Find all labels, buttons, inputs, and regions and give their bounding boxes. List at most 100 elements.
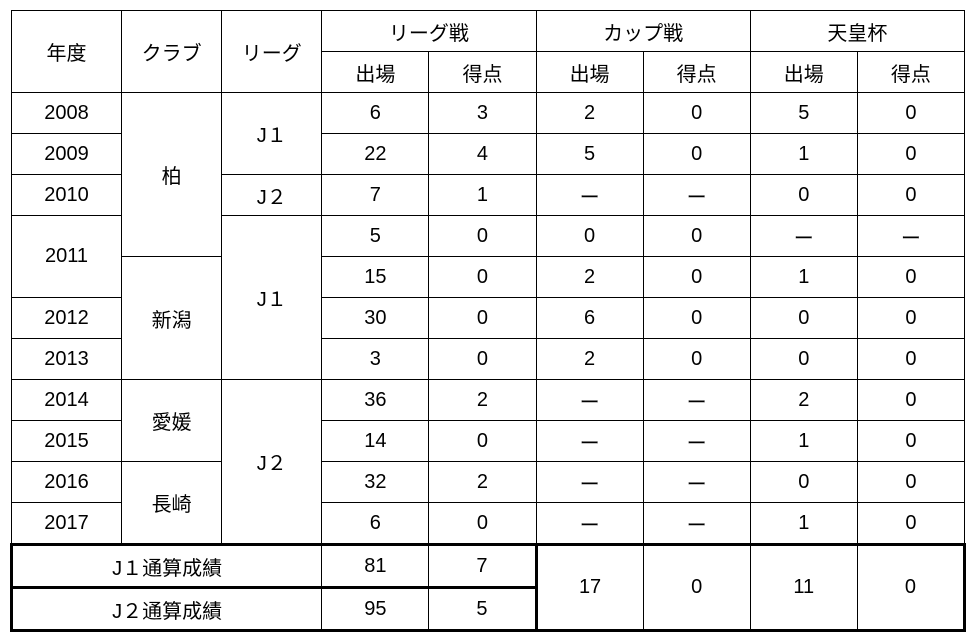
- cell-cup-apps: ー: [536, 503, 643, 545]
- cell-year: 2008: [12, 93, 122, 134]
- cell-league-goals: 4: [429, 134, 536, 175]
- cell-emp-apps: 2: [750, 380, 857, 421]
- cell-emp-apps: 1: [750, 421, 857, 462]
- cell-league-goals: 0: [429, 339, 536, 380]
- cell-total-emp-goals: 0: [857, 545, 964, 631]
- cell-cup-goals: 0: [643, 134, 750, 175]
- cell-league: J２: [222, 380, 322, 545]
- header-group-emperor: 天皇杯: [750, 11, 964, 52]
- table-row: 2016 長崎 32 2 ー ー 0 0: [12, 462, 965, 503]
- cell-league-goals: 0: [429, 503, 536, 545]
- header-year: 年度: [12, 11, 122, 93]
- header-cup-apps: 出場: [536, 52, 643, 93]
- cell-league: J１: [222, 93, 322, 175]
- cell-cup-apps: 0: [536, 216, 643, 257]
- cell-club: 新潟: [122, 257, 222, 380]
- cell-league-apps: 5: [322, 216, 429, 257]
- cell-league-goals: 1: [429, 175, 536, 216]
- cell-emp-apps: 0: [750, 462, 857, 503]
- cell-league-goals: 2: [429, 380, 536, 421]
- cell-league-apps: 30: [322, 298, 429, 339]
- cell-emp-goals: 0: [857, 175, 964, 216]
- header-league-goals: 得点: [429, 52, 536, 93]
- cell-year: 2016: [12, 462, 122, 503]
- cell-league-goals: 0: [429, 298, 536, 339]
- cell-total-league-apps: 81: [322, 545, 429, 588]
- cell-cup-goals: 0: [643, 93, 750, 134]
- cell-league-apps: 7: [322, 175, 429, 216]
- cell-cup-goals: ー: [643, 462, 750, 503]
- cell-cup-apps: 2: [536, 257, 643, 298]
- table-row: 2008 柏 J１ 6 3 2 0 5 0: [12, 93, 965, 134]
- cell-league-apps: 3: [322, 339, 429, 380]
- cell-year: 2009: [12, 134, 122, 175]
- cell-emp-apps: 0: [750, 175, 857, 216]
- cell-emp-goals: 0: [857, 503, 964, 545]
- cell-league-goals: 3: [429, 93, 536, 134]
- cell-emp-goals: 0: [857, 93, 964, 134]
- cell-club: 長崎: [122, 462, 222, 545]
- cell-emp-apps: 1: [750, 503, 857, 545]
- cell-emp-goals: 0: [857, 298, 964, 339]
- cell-year: 2011: [12, 216, 122, 298]
- cell-emp-apps: 5: [750, 93, 857, 134]
- cell-club: 愛媛: [122, 380, 222, 462]
- cell-emp-apps: 1: [750, 134, 857, 175]
- cell-year: 2014: [12, 380, 122, 421]
- cell-emp-apps: ー: [750, 216, 857, 257]
- cell-emp-goals: ー: [857, 216, 964, 257]
- cell-cup-apps: 6: [536, 298, 643, 339]
- cell-emp-goals: 0: [857, 134, 964, 175]
- cell-emp-goals: 0: [857, 257, 964, 298]
- cell-club: 柏: [122, 93, 222, 257]
- cell-league-apps: 6: [322, 503, 429, 545]
- cell-total-league-goals: 7: [429, 545, 536, 588]
- cell-league-apps: 22: [322, 134, 429, 175]
- cell-cup-goals: ー: [643, 503, 750, 545]
- cell-year: 2010: [12, 175, 122, 216]
- header-group-league: リーグ戦: [322, 11, 536, 52]
- cell-league-goals: 0: [429, 216, 536, 257]
- cell-emp-goals: 0: [857, 380, 964, 421]
- header-row-1: 年度 クラブ リーグ リーグ戦 カップ戦 天皇杯: [12, 11, 965, 52]
- cell-cup-apps: ー: [536, 462, 643, 503]
- cell-cup-goals: ー: [643, 380, 750, 421]
- cell-total-cup-apps: 17: [536, 545, 643, 631]
- cell-total-label: J２通算成績: [12, 588, 322, 631]
- cell-league-apps: 14: [322, 421, 429, 462]
- cell-year: 2012: [12, 298, 122, 339]
- cell-cup-apps: ー: [536, 175, 643, 216]
- cell-cup-apps: 2: [536, 93, 643, 134]
- header-league-apps: 出場: [322, 52, 429, 93]
- cell-emp-goals: 0: [857, 462, 964, 503]
- cell-emp-apps: 0: [750, 339, 857, 380]
- stats-table: 年度 クラブ リーグ リーグ戦 カップ戦 天皇杯 出場 得点 出場 得点 出場 …: [10, 10, 966, 632]
- cell-cup-apps: 2: [536, 339, 643, 380]
- cell-cup-apps: 5: [536, 134, 643, 175]
- cell-cup-goals: ー: [643, 421, 750, 462]
- cell-league-apps: 36: [322, 380, 429, 421]
- cell-league-goals: 2: [429, 462, 536, 503]
- cell-cup-goals: 0: [643, 216, 750, 257]
- cell-total-label: J１通算成績: [12, 545, 322, 588]
- cell-league: J２: [222, 175, 322, 216]
- cell-emp-apps: 1: [750, 257, 857, 298]
- cell-emp-apps: 0: [750, 298, 857, 339]
- header-league: リーグ: [222, 11, 322, 93]
- cell-league-goals: 0: [429, 421, 536, 462]
- header-cup-goals: 得点: [643, 52, 750, 93]
- table-row: 新潟 15 0 2 0 1 0: [12, 257, 965, 298]
- cell-league-apps: 6: [322, 93, 429, 134]
- cell-cup-goals: 0: [643, 298, 750, 339]
- header-club: クラブ: [122, 11, 222, 93]
- cell-year: 2015: [12, 421, 122, 462]
- cell-year: 2013: [12, 339, 122, 380]
- cell-year: 2017: [12, 503, 122, 545]
- cell-league: J１: [222, 216, 322, 380]
- cell-league-goals: 0: [429, 257, 536, 298]
- cell-emp-goals: 0: [857, 421, 964, 462]
- cell-cup-goals: ー: [643, 175, 750, 216]
- cell-league-apps: 15: [322, 257, 429, 298]
- cell-cup-goals: 0: [643, 257, 750, 298]
- totals-row-j1: J１通算成績 81 7 17 0 11 0: [12, 545, 965, 588]
